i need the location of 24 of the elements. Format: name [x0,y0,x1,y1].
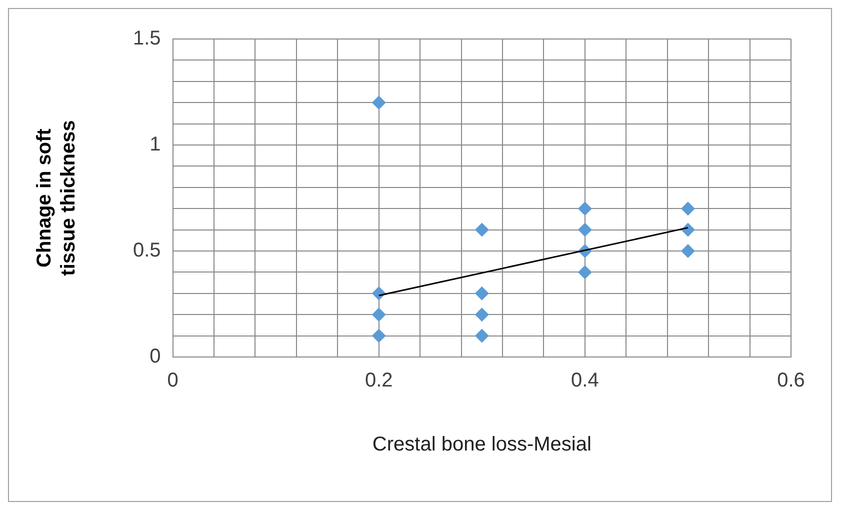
point [680,202,695,216]
x-tick-label: 0.6 [777,370,805,392]
y-tick-label: 1.5 [132,28,161,50]
point [372,96,386,110]
x-tick-label: 0.4 [571,370,599,392]
point [578,202,592,216]
point [578,265,592,280]
point [474,308,489,322]
point [474,222,489,237]
point [474,286,489,300]
x-tick-label: 0.2 [364,370,393,392]
y-tick-label: 0 [150,346,161,368]
point [680,222,695,237]
point [372,286,386,300]
point [474,328,489,343]
y-axis-title: Chnage in soft tissue thickness [34,120,80,276]
point [680,244,695,258]
point [372,328,386,343]
y-tick-label: 1 [150,134,161,156]
point [372,308,386,322]
point [578,222,592,237]
x-axis-title: Crestal bone loss-Mesial [372,434,592,456]
y-tick-label: 0.5 [132,240,161,262]
x-tick-label: 0 [167,370,178,392]
